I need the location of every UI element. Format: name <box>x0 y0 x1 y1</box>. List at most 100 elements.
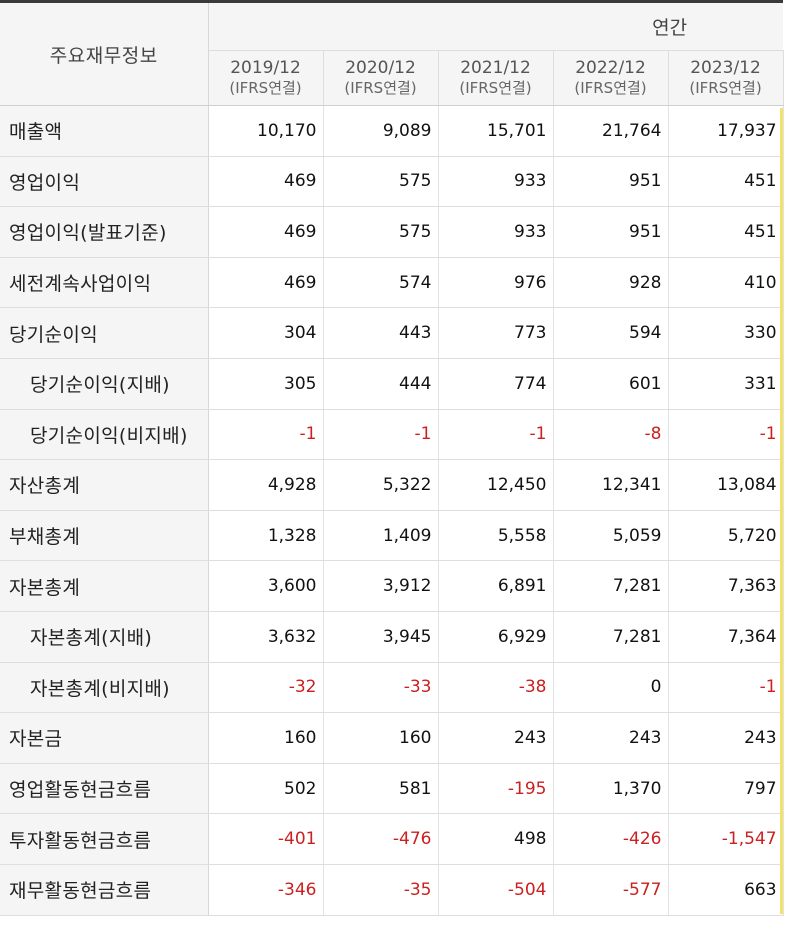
value-cell: 3,600 <box>208 560 324 612</box>
year-basis: (IFRS연결) <box>574 79 647 97</box>
value-cell: 15,701 <box>438 105 554 157</box>
value-cell: -1 <box>668 662 784 714</box>
year-period: 2020/12 <box>345 58 416 78</box>
value-cell: 304 <box>208 307 324 359</box>
value-cell: 410 <box>668 257 784 309</box>
year-header: 2022/12 (IFRS연결) <box>553 50 669 106</box>
value-cell: 5,059 <box>553 510 669 562</box>
value-cell: 160 <box>208 712 324 764</box>
table-row: 부채총계 1,328 1,409 5,558 5,059 5,720 <box>0 510 784 562</box>
value-cell: 1,370 <box>553 763 669 815</box>
value-cell: 3,632 <box>208 611 324 663</box>
row-label: 영업이익(발표기준) <box>0 206 209 258</box>
value-cell: 12,341 <box>553 459 669 511</box>
year-header: 2020/12 (IFRS연결) <box>323 50 439 106</box>
year-period: 2023/12 <box>690 58 761 78</box>
value-cell: -577 <box>553 864 669 916</box>
value-cell: -33 <box>323 662 439 714</box>
value-cell: 581 <box>323 763 439 815</box>
value-cell: 594 <box>553 307 669 359</box>
value-cell: 773 <box>438 307 554 359</box>
value-cell: 21,764 <box>553 105 669 157</box>
value-cell: 601 <box>553 358 669 410</box>
value-cell: 469 <box>208 257 324 309</box>
value-cell: 9,089 <box>323 105 439 157</box>
table-row: 당기순이익(비지배) -1 -1 -1 -8 -1 <box>0 409 784 461</box>
value-cell: 1,409 <box>323 510 439 562</box>
table-row: 영업이익 469 575 933 951 451 <box>0 156 784 208</box>
year-basis: (IFRS연결) <box>229 79 302 97</box>
value-cell: -1 <box>438 409 554 461</box>
value-cell: -476 <box>323 813 439 865</box>
value-cell: -1 <box>208 409 324 461</box>
year-basis: (IFRS연결) <box>689 79 762 97</box>
value-cell: 951 <box>553 206 669 258</box>
table-header: 주요재무정보 연간 2019/12 (IFRS연결) 2020/12 (IFRS연결… <box>0 1 784 106</box>
row-label: 자본총계 <box>0 560 209 612</box>
value-cell: -35 <box>323 864 439 916</box>
table-row: 당기순이익(지배) 305 444 774 601 331 <box>0 358 784 410</box>
value-cell: 444 <box>323 358 439 410</box>
value-cell: 5,720 <box>668 510 784 562</box>
value-cell: 575 <box>323 156 439 208</box>
value-cell: -1,547 <box>668 813 784 865</box>
value-cell: 575 <box>323 206 439 258</box>
row-label: 자본총계(비지배) <box>0 662 209 714</box>
year-period: 2022/12 <box>575 58 646 78</box>
year-header: 2019/12 (IFRS연결) <box>208 50 324 106</box>
table-row: 재무활동현금흐름 -346 -35 -504 -577 663 <box>0 864 784 916</box>
year-basis: (IFRS연결) <box>459 79 532 97</box>
row-label: 자본금 <box>0 712 209 764</box>
value-cell: -195 <box>438 763 554 815</box>
value-cell: 5,322 <box>323 459 439 511</box>
value-cell: 933 <box>438 156 554 208</box>
value-cell: 4,928 <box>208 459 324 511</box>
value-cell: -1 <box>323 409 439 461</box>
value-cell: -8 <box>553 409 669 461</box>
scroll-edge-strip <box>780 108 783 914</box>
value-cell: -1 <box>668 409 784 461</box>
value-cell: 443 <box>323 307 439 359</box>
value-cell: 663 <box>668 864 784 916</box>
value-cell: 305 <box>208 358 324 410</box>
value-cell: 797 <box>668 763 784 815</box>
value-cell: 5,558 <box>438 510 554 562</box>
row-label: 당기순이익(비지배) <box>0 409 209 461</box>
value-cell: 498 <box>438 813 554 865</box>
period-group-label: 연간 <box>208 1 784 51</box>
value-cell: 330 <box>668 307 784 359</box>
row-label: 매출액 <box>0 105 209 157</box>
header-row-group: 주요재무정보 연간 <box>0 1 784 106</box>
year-header: 2021/12 (IFRS연결) <box>438 50 554 106</box>
table-row: 투자활동현금흐름 -401 -476 498 -426 -1,547 <box>0 813 784 865</box>
value-cell: 12,450 <box>438 459 554 511</box>
value-cell: 3,945 <box>323 611 439 663</box>
value-cell: 3,912 <box>323 560 439 612</box>
value-cell: 243 <box>668 712 784 764</box>
row-label: 영업이익 <box>0 156 209 208</box>
table-row: 자본총계(지배) 3,632 3,945 6,929 7,281 7,364 <box>0 611 784 663</box>
value-cell: 928 <box>553 257 669 309</box>
value-cell: 469 <box>208 206 324 258</box>
value-cell: 951 <box>553 156 669 208</box>
table-row: 세전계속사업이익 469 574 976 928 410 <box>0 257 784 309</box>
value-cell: 451 <box>668 156 784 208</box>
value-cell: 160 <box>323 712 439 764</box>
table-row: 당기순이익 304 443 773 594 330 <box>0 307 784 359</box>
value-cell: 7,363 <box>668 560 784 612</box>
value-cell: 774 <box>438 358 554 410</box>
value-cell: 6,891 <box>438 560 554 612</box>
value-cell: 0 <box>553 662 669 714</box>
row-label: 부채총계 <box>0 510 209 562</box>
value-cell: 17,937 <box>668 105 784 157</box>
corner-label: 주요재무정보 <box>0 1 209 106</box>
value-cell: 469 <box>208 156 324 208</box>
value-cell: 13,084 <box>668 459 784 511</box>
year-period: 2019/12 <box>230 58 301 78</box>
row-label: 재무활동현금흐름 <box>0 864 209 916</box>
value-cell: 10,170 <box>208 105 324 157</box>
table-body: 매출액 10,170 9,089 15,701 21,764 17,937 영업이익 469 5… <box>0 105 784 916</box>
row-label: 세전계속사업이익 <box>0 257 209 309</box>
value-cell: 243 <box>438 712 554 764</box>
row-label: 투자활동현금흐름 <box>0 813 209 865</box>
